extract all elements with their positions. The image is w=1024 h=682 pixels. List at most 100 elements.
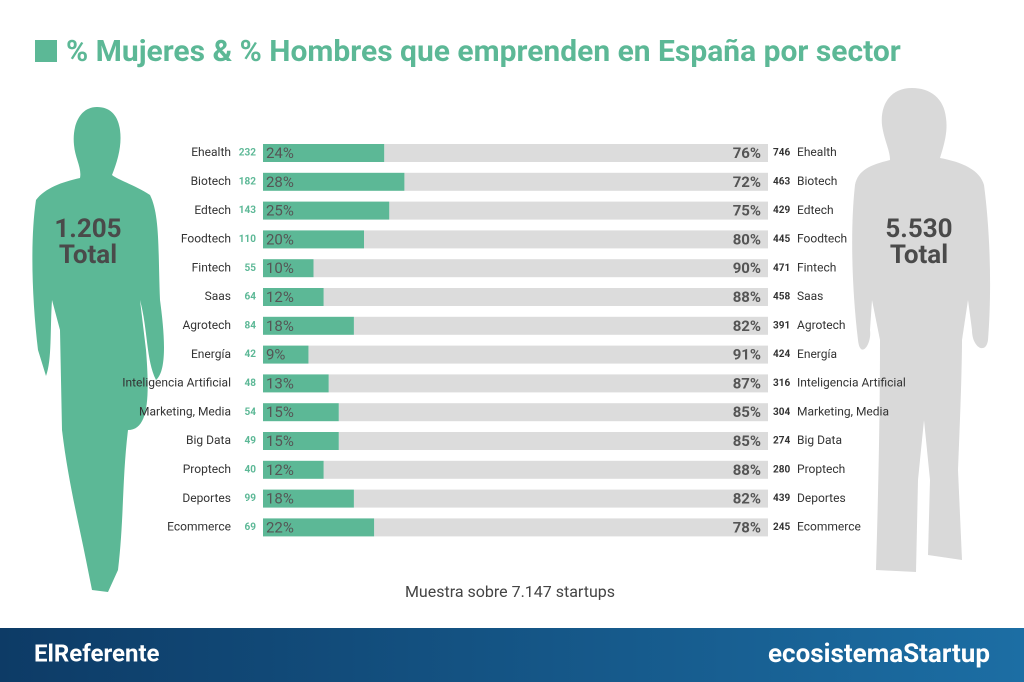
bar-men (384, 144, 768, 162)
women-count: 84 (245, 320, 257, 331)
footer-left: ElReferente (34, 639, 160, 667)
bar-men (374, 518, 768, 537)
category-right: Energía (797, 347, 837, 361)
category-left: Foodtech (181, 232, 231, 246)
men-pct: 75% (733, 202, 761, 220)
women-count: 55 (245, 263, 257, 274)
category-left: Ecommerce (167, 520, 231, 534)
footer-right: ecosistemaStartup (768, 639, 990, 669)
men-count: 316 (773, 378, 790, 389)
bar-women (263, 230, 364, 249)
women-count: 69 (245, 522, 257, 533)
category-right: Fintech (797, 260, 836, 274)
women-count: 232 (239, 148, 256, 159)
category-left: Fintech (192, 260, 231, 274)
women-pct: 28% (266, 173, 294, 191)
men-pct: 82% (733, 317, 761, 335)
category-left: Ehealth (191, 145, 231, 159)
women-count: 40 (245, 464, 257, 475)
women-pct: 18% (266, 317, 294, 335)
category-right: Ecommerce (797, 520, 861, 534)
women-pct: 24% (266, 144, 294, 162)
category-left: Big Data (186, 433, 231, 447)
bar-men (353, 316, 768, 335)
category-right: Proptech (797, 462, 845, 476)
bar-men (353, 489, 768, 508)
category-right: Big Data (797, 433, 842, 447)
category-right: Ehealth (797, 145, 837, 159)
women-pct: 22% (266, 518, 294, 536)
category-right: Marketing, Media (797, 404, 889, 418)
men-pct: 88% (733, 288, 761, 306)
bar-men (389, 201, 768, 220)
chart-title: % Mujeres & % Hombres que emprenden en E… (66, 34, 901, 69)
men-pct: 90% (733, 259, 761, 277)
women-count: 42 (245, 349, 257, 360)
bar-women (263, 489, 354, 508)
women-pct: 25% (266, 202, 294, 220)
women-pct: 13% (266, 374, 294, 392)
women-pct: 20% (266, 230, 294, 248)
title-square (35, 40, 57, 62)
men-pct: 76% (733, 144, 761, 162)
men-count: 274 (773, 436, 790, 447)
women-pct: 18% (266, 490, 294, 508)
women-total-label: Total (59, 240, 117, 270)
bar-men (323, 288, 768, 306)
men-pct: 87% (733, 374, 761, 392)
women-count: 48 (245, 378, 257, 389)
men-count: 458 (773, 292, 790, 303)
women-pct: 15% (266, 403, 294, 421)
bar-men (323, 460, 768, 479)
category-right: Biotech (797, 174, 837, 188)
category-left: Deportes (182, 491, 231, 505)
men-count: 746 (773, 148, 790, 159)
women-pct: 12% (266, 461, 294, 479)
women-count: 49 (245, 436, 257, 447)
category-right: Agrotech (797, 318, 846, 332)
women-count: 64 (245, 292, 257, 303)
men-total: 5.530 (885, 214, 952, 244)
women-pct: 15% (266, 432, 294, 450)
men-count: 424 (773, 349, 790, 360)
women-count: 54 (245, 407, 257, 418)
men-pct: 88% (733, 461, 761, 479)
category-right: Edtech (797, 203, 834, 217)
bar-women (263, 172, 405, 191)
category-right: Saas (797, 289, 823, 303)
category-left: Saas (205, 289, 231, 303)
men-pct: 91% (733, 346, 761, 364)
men-count: 391 (773, 320, 790, 331)
bar-men (364, 230, 768, 249)
men-count: 245 (773, 522, 790, 533)
bar-women (263, 403, 339, 422)
women-pct: 12% (266, 288, 294, 306)
men-pct: 80% (733, 230, 761, 248)
men-count: 445 (773, 234, 790, 245)
bars: Ehealth 232 24% 76% 746 Ehealth Biotech 182 28% 7… (122, 144, 906, 537)
category-left: Inteligencia Artificial (122, 376, 231, 390)
bar-women (263, 144, 385, 162)
category-left: Agrotech (182, 318, 231, 332)
men-pct: 82% (733, 490, 761, 508)
bar-women (263, 374, 329, 393)
men-total-label: Total (890, 240, 948, 270)
footer-band (0, 628, 1024, 682)
bar-women (263, 518, 375, 537)
men-count: 280 (773, 464, 790, 475)
men-pct: 78% (733, 518, 761, 536)
bar-women (263, 288, 324, 306)
women-pct: 10% (266, 259, 294, 277)
men-pct: 72% (733, 173, 761, 191)
bar-women (263, 201, 390, 220)
bar-men (338, 432, 768, 450)
category-left: Proptech (183, 462, 231, 476)
bar-men (404, 172, 768, 191)
note: Muestra sobre 7.147 startups (405, 582, 615, 601)
bar-women (263, 259, 314, 278)
category-left: Energía (191, 347, 231, 361)
men-count: 439 (773, 493, 790, 504)
women-pct: 9% (266, 346, 285, 364)
women-count: 182 (239, 176, 256, 187)
